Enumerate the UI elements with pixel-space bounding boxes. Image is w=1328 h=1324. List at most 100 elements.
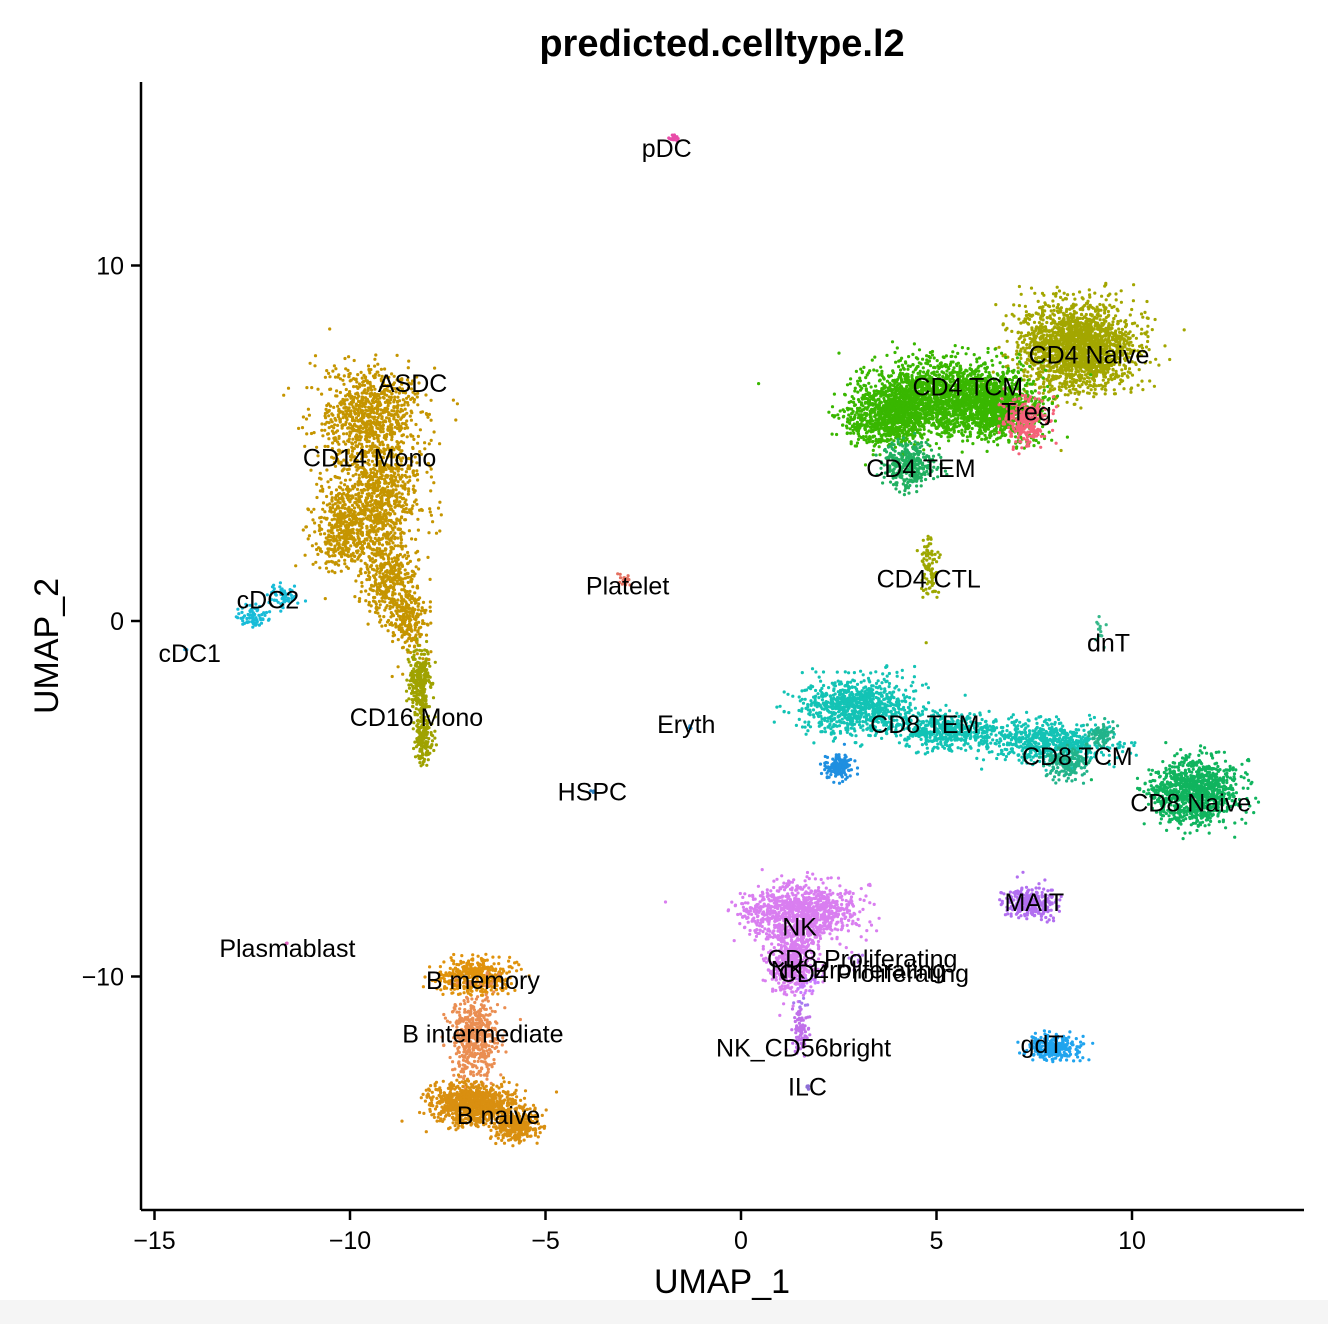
point: [353, 485, 357, 489]
point: [347, 547, 351, 551]
point: [468, 1053, 472, 1057]
point: [308, 361, 312, 365]
point: [386, 384, 390, 388]
point: [391, 382, 396, 386]
point: [329, 534, 333, 539]
point: [517, 963, 521, 967]
point: [432, 430, 436, 434]
point: [410, 674, 415, 678]
point: [554, 1090, 559, 1094]
point: [364, 402, 368, 406]
point: [401, 496, 406, 500]
point: [376, 488, 380, 493]
point: [335, 534, 339, 538]
point: [330, 420, 334, 424]
point: [350, 419, 354, 423]
point: [326, 444, 330, 449]
point: [455, 1090, 459, 1095]
point: [429, 418, 433, 422]
point: [327, 547, 331, 551]
point: [472, 1053, 476, 1057]
point: [422, 678, 426, 683]
point: [422, 652, 427, 656]
point: [383, 367, 387, 371]
point: [458, 1007, 462, 1011]
point: [413, 628, 417, 632]
point: [333, 375, 338, 379]
point: [396, 415, 400, 419]
point: [391, 541, 395, 545]
point: [384, 437, 388, 441]
point: [390, 409, 394, 413]
point: [365, 578, 369, 582]
point: [364, 391, 368, 395]
point: [392, 405, 396, 409]
point: [329, 477, 333, 482]
point: [353, 538, 357, 542]
point: [432, 748, 436, 753]
point: [351, 429, 355, 433]
point: [490, 1088, 494, 1092]
point: [385, 375, 389, 379]
point: [420, 649, 424, 653]
point: [426, 758, 430, 762]
point: [418, 1110, 422, 1115]
point: [319, 515, 323, 520]
point: [389, 615, 393, 619]
point: [357, 476, 361, 480]
point: [399, 417, 403, 421]
point: [347, 355, 351, 359]
point: [489, 1006, 493, 1010]
point: [373, 415, 377, 419]
point: [507, 959, 511, 963]
point: [461, 1070, 466, 1074]
point: [472, 1059, 477, 1063]
point: [332, 517, 336, 521]
point: [354, 579, 358, 583]
point: [369, 477, 373, 481]
point: [378, 403, 382, 408]
point: [336, 423, 340, 427]
point: [333, 561, 338, 566]
point: [357, 574, 361, 578]
point: [373, 595, 377, 600]
point: [347, 514, 351, 518]
point: [315, 495, 319, 500]
cluster-points-2: [282, 327, 459, 679]
point: [346, 540, 350, 545]
point: [368, 429, 372, 433]
point: [451, 1060, 455, 1064]
point: [357, 382, 362, 386]
point: [301, 528, 305, 532]
point: [415, 395, 419, 399]
point: [339, 569, 343, 573]
point: [428, 600, 432, 604]
point: [251, 614, 255, 618]
point: [350, 559, 354, 563]
point: [395, 353, 399, 357]
point: [345, 412, 349, 416]
point: [469, 1070, 473, 1074]
point: [405, 411, 409, 415]
point: [429, 650, 433, 654]
point: [368, 509, 372, 513]
point: [420, 606, 424, 610]
point: [430, 743, 434, 747]
point: [405, 602, 409, 606]
point: [438, 442, 442, 446]
point: [379, 367, 383, 371]
point: [257, 623, 261, 627]
point: [358, 553, 362, 557]
point: [346, 450, 350, 454]
point: [416, 391, 420, 395]
point: [356, 528, 360, 532]
point: [401, 480, 405, 484]
point: [330, 496, 334, 500]
point: [325, 494, 329, 499]
point: [457, 1064, 461, 1068]
point: [396, 473, 400, 477]
point: [497, 1086, 501, 1090]
point: [480, 958, 484, 962]
point: [370, 551, 374, 555]
point: [373, 387, 377, 391]
